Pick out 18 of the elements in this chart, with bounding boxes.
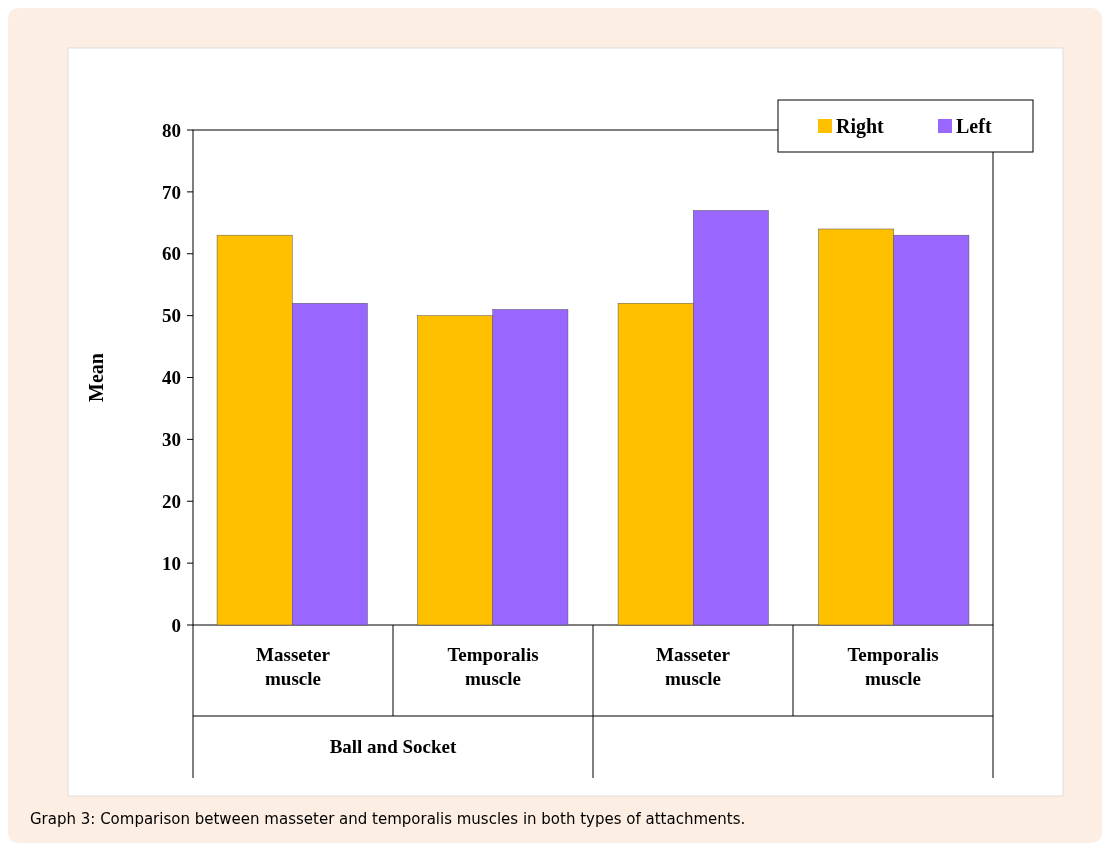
x-tick-label: Temporalis muscle (846, 643, 940, 691)
x-tick-label: Masseter muscle (655, 643, 731, 691)
x-tick-label: Temporalis muscle (446, 643, 540, 691)
legend-label: Left (956, 115, 992, 137)
y-tick-label: 20 (162, 490, 181, 512)
y-tick-label: 70 (162, 181, 181, 203)
y-axis-title: Mean (85, 353, 107, 402)
legend-label: Right (836, 115, 885, 138)
y-tick-label: 0 (171, 614, 181, 636)
y-tick-label: 60 (162, 243, 181, 265)
y-tick-label: 10 (162, 552, 181, 574)
x-tick-label: Masseter muscle (255, 643, 331, 691)
caption: Graph 3: Comparison between masseter and temporalis muscles in both types of attachments. (30, 810, 746, 828)
text: Ball and Socket (329, 736, 458, 757)
y-tick-label: 80 (162, 119, 181, 141)
y-tick-label: 40 (162, 367, 181, 389)
y-tick-label: 50 (162, 305, 181, 327)
y-tick-label: 30 (162, 429, 181, 451)
